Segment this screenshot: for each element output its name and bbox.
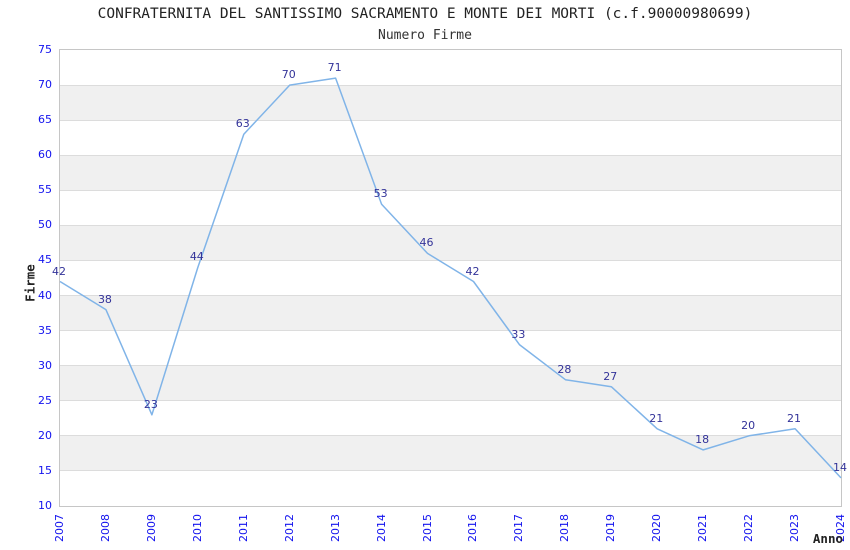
plot-band <box>60 295 841 331</box>
series-polyline <box>59 77 842 479</box>
data-label: 71 <box>327 61 342 75</box>
data-label: 42 <box>52 264 66 278</box>
data-label: 42 <box>465 264 480 278</box>
y-tick-label: 40 <box>38 288 52 302</box>
y-tick-label: 25 <box>38 393 52 407</box>
data-label: 63 <box>235 117 250 131</box>
gridline <box>60 224 841 226</box>
data-label: 20 <box>741 418 756 432</box>
x-axis-title: Anno <box>812 531 843 546</box>
x-tick-label: 2013 <box>328 514 342 542</box>
plot-band <box>60 365 841 401</box>
x-tick-label: 2011 <box>236 514 250 542</box>
data-label: 21 <box>787 411 802 425</box>
y-tick-label: 60 <box>38 148 52 162</box>
y-tick-label: 55 <box>38 183 52 197</box>
gridline <box>60 365 841 367</box>
data-label: 18 <box>695 432 710 446</box>
x-tick-label: 2007 <box>53 514 66 542</box>
chart-subtitle: Numero Firme <box>378 28 472 43</box>
data-label: 33 <box>511 327 526 341</box>
plot-band <box>60 85 841 121</box>
x-tick-label: 2012 <box>282 514 296 542</box>
data-label: 21 <box>649 411 664 425</box>
x-tick-label: 2016 <box>466 514 480 542</box>
data-label: 38 <box>97 292 112 306</box>
gridline <box>60 470 841 472</box>
data-label: 14 <box>833 460 847 474</box>
x-tick-label: 2019 <box>604 514 618 542</box>
gridline <box>60 259 841 261</box>
y-tick-label: 35 <box>38 323 52 337</box>
data-label: 27 <box>603 369 618 383</box>
y-tick-label: 50 <box>38 218 52 232</box>
gridline <box>60 84 841 86</box>
x-tick-label: 2017 <box>512 514 526 542</box>
gridline <box>60 400 841 402</box>
plot-band <box>60 155 841 191</box>
x-tick-label: 2021 <box>696 514 710 542</box>
x-tick-label: 2010 <box>190 514 204 542</box>
x-tick-label: 2015 <box>420 514 434 542</box>
x-tick-label: 2023 <box>788 514 802 542</box>
y-tick-label: 65 <box>38 113 52 127</box>
gridline <box>60 295 841 297</box>
plot-band <box>60 435 841 471</box>
data-label: 53 <box>373 187 388 201</box>
gridline <box>60 154 841 156</box>
y-tick-label: 10 <box>38 499 52 512</box>
data-label: 70 <box>281 68 296 82</box>
gridline <box>60 119 841 121</box>
gridline <box>60 330 841 332</box>
data-label: 44 <box>189 250 204 264</box>
plot-area <box>59 49 842 507</box>
x-tick-label: 2008 <box>98 514 112 542</box>
x-tick-label: 2022 <box>742 514 756 542</box>
y-tick-label: 45 <box>38 253 52 267</box>
y-tick-label: 75 <box>38 43 52 56</box>
chart-title: CONFRATERNITA DEL SANTISSIMO SACRAMENTO … <box>97 6 753 22</box>
data-label: 46 <box>419 236 434 250</box>
y-tick-label: 15 <box>38 463 52 477</box>
gridline <box>60 435 841 437</box>
gridline <box>60 189 841 191</box>
line-series <box>59 77 842 479</box>
x-tick-label: 2018 <box>558 514 572 542</box>
data-label: 28 <box>557 362 572 376</box>
x-tick-label: 2009 <box>144 514 158 542</box>
y-tick-label: 30 <box>38 358 52 372</box>
y-tick-label: 20 <box>38 428 52 442</box>
data-label: 23 <box>143 397 158 411</box>
x-tick-label: 2014 <box>374 514 388 542</box>
y-tick-label: 70 <box>38 78 52 92</box>
plot-band <box>60 225 841 261</box>
x-tick-label: 2020 <box>650 514 664 542</box>
